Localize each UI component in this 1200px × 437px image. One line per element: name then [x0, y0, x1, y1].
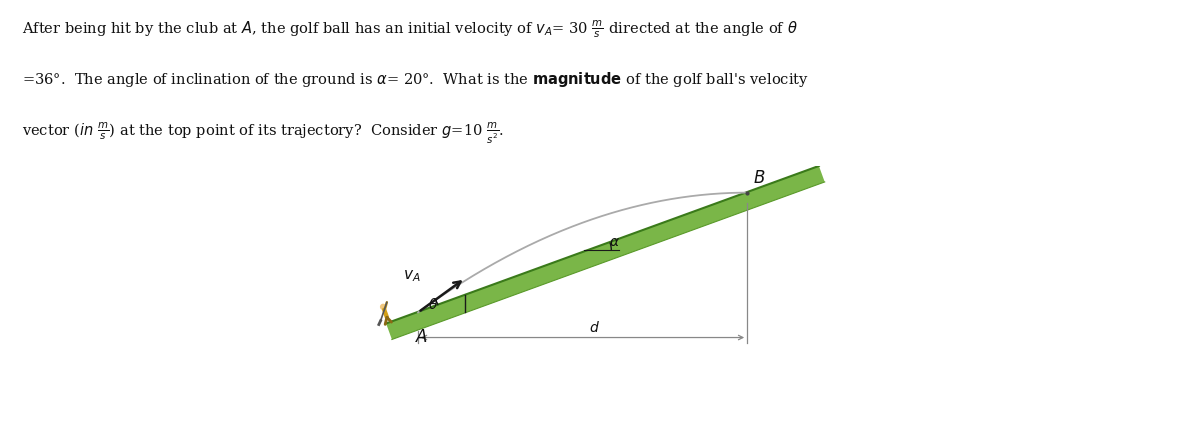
Polygon shape [386, 166, 824, 340]
Text: $A$: $A$ [415, 329, 428, 346]
Text: $\alpha$: $\alpha$ [610, 235, 620, 249]
Circle shape [380, 304, 385, 309]
Text: =36°.  The angle of inclination of the ground is $\alpha$= 20°.  What is the $\m: =36°. The angle of inclination of the gr… [22, 70, 809, 89]
Text: $v_A$: $v_A$ [403, 268, 421, 284]
Text: After being hit by the club at $A$, the golf ball has an initial velocity of $v_: After being hit by the club at $A$, the … [22, 18, 797, 39]
Text: $B$: $B$ [752, 170, 766, 187]
Text: $\theta$: $\theta$ [428, 297, 438, 312]
Text: $d$: $d$ [589, 320, 600, 335]
Text: vector ($in$ $\frac{m}{s}$) at the top point of its trajectory?  Consider $g$=10: vector ($in$ $\frac{m}{s}$) at the top p… [22, 121, 504, 146]
